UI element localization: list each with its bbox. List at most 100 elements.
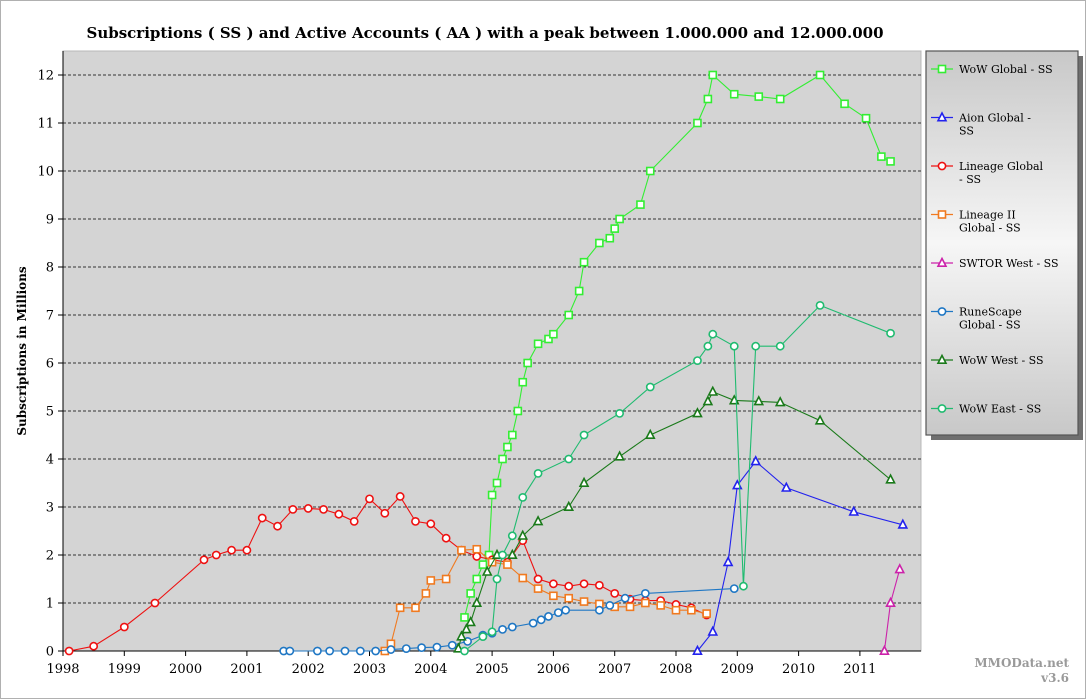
- data-point-wow-global-ss: [466, 589, 475, 598]
- legend-label: Lineage II Global - SS: [959, 209, 1021, 235]
- legend-label: Lineage Global - SS: [959, 160, 1044, 186]
- data-point-lineage-global-ss: [319, 504, 328, 514]
- legend-item-swtor-west-ss: SWTOR West - SS: [931, 256, 1059, 270]
- data-point-wow-west-ss: [614, 450, 625, 461]
- y-tick-label: 5: [46, 405, 54, 420]
- data-point-lineage-global-ss: [199, 555, 209, 565]
- data-point-wow-west-ss: [814, 414, 826, 425]
- data-point-wow-global-ss: [518, 377, 528, 387]
- data-point-wow-global-ss: [840, 99, 849, 109]
- data-point-wow-east-ss: [693, 356, 702, 365]
- data-point-runescape-global-ss: [553, 608, 563, 617]
- data-point-runescape-global-ss: [285, 646, 295, 656]
- legend-item-wow-west-ss: WoW West - SS: [931, 353, 1044, 367]
- data-point-wow-west-ss: [753, 395, 765, 406]
- series-lineage-ii-global-ss: [380, 544, 711, 656]
- data-point-wow-global-ss: [487, 490, 497, 500]
- data-point-wow-west-ss: [532, 515, 544, 526]
- series-wow-east-ss: [460, 300, 895, 656]
- data-point-aion-global-ss: [722, 555, 734, 567]
- series-swtor-west-ss: [879, 563, 906, 656]
- legend-item-lineage-global-ss: Lineage Global - SS: [931, 160, 1044, 186]
- series-wow-west-ss: [453, 385, 896, 653]
- data-point-lineage-ii-global-ss: [426, 576, 436, 585]
- grid-lines: [63, 74, 921, 604]
- x-tick-label: 2005: [476, 662, 509, 677]
- x-tick-label: 1998: [46, 662, 79, 677]
- data-point-lineage-ii-global-ss: [564, 593, 574, 603]
- x-tick-label: 2000: [169, 662, 202, 677]
- data-point-runescape-global-ss: [729, 584, 739, 593]
- data-point-swtor-west-ss: [894, 563, 906, 574]
- data-point-lineage-global-ss: [564, 581, 574, 591]
- data-point-wow-east-ss: [487, 627, 497, 637]
- y-tick-label: 12: [37, 69, 54, 84]
- data-point-wow-east-ss: [498, 550, 507, 560]
- data-point-lineage-ii-global-ss: [472, 544, 482, 554]
- data-point-runescape-global-ss: [498, 625, 507, 634]
- data-point-wow-west-ss: [578, 476, 590, 488]
- data-point-runescape-global-ss: [401, 644, 411, 653]
- data-point-wow-global-ss: [460, 613, 469, 622]
- y-tick-label: 6: [46, 357, 54, 372]
- x-tick-label: 2011: [843, 662, 876, 677]
- data-point-wow-global-ss: [703, 94, 713, 104]
- legend-marker: [937, 161, 947, 171]
- data-point-lineage-ii-global-ss: [671, 605, 681, 615]
- data-point-runescape-global-ss: [371, 646, 381, 656]
- data-point-wow-global-ss: [595, 238, 604, 248]
- data-point-lineage-ii-global-ss: [687, 605, 696, 615]
- data-point-wow-east-ss: [564, 454, 574, 464]
- x-axis: 1998 1999 2000 2001 2002 2003 2004 2005 2006 2007…: [46, 650, 921, 677]
- data-point-wow-global-ss: [472, 574, 482, 584]
- data-point-lineage-global-ss: [395, 492, 405, 501]
- series-runescape-global-ss: [279, 584, 739, 656]
- data-point-lineage-global-ss: [227, 545, 236, 555]
- data-point-lineage-ii-global-ss: [421, 589, 431, 598]
- data-point-lineage-global-ss: [549, 579, 558, 589]
- data-point-wow-global-ss: [729, 89, 739, 99]
- data-point-wow-global-ss: [775, 94, 785, 104]
- data-point-wow-global-ss: [754, 92, 764, 101]
- legend-marker: [937, 404, 947, 413]
- legend-item-aion-global-ss: Aion Global -SS: [931, 111, 1031, 138]
- x-tick-label: 2001: [230, 662, 263, 677]
- legend-item-lineage-ii-global-ss: Lineage II Global - SS: [931, 209, 1021, 235]
- data-point-lineage-ii-global-ss: [518, 573, 528, 583]
- data-point-wow-west-ss: [456, 630, 467, 641]
- legend-marker: [936, 111, 948, 122]
- legend: WoW Global - SS Aion Global -SS Lineage Gl…: [925, 50, 1083, 440]
- legend-label: SWTOR West - SS: [959, 257, 1059, 270]
- data-point-lineage-ii-global-ss: [549, 591, 558, 601]
- x-tick-label: 2007: [598, 662, 631, 677]
- y-tick-label: 9: [46, 213, 54, 228]
- data-point-runescape-global-ss: [620, 593, 630, 603]
- x-tick-label: 2008: [659, 662, 692, 677]
- data-point-wow-east-ss: [460, 646, 469, 656]
- data-point-wow-global-ss: [533, 339, 543, 349]
- x-tick-label: 2010: [782, 662, 815, 677]
- data-point-lineage-ii-global-ss: [641, 598, 650, 608]
- x-tick-label: 2009: [721, 662, 754, 677]
- data-point-lineage-global-ss: [594, 580, 604, 590]
- data-point-wow-global-ss: [605, 233, 615, 243]
- data-point-lineage-ii-global-ss: [503, 560, 512, 569]
- data-point-runescape-global-ss: [605, 601, 615, 610]
- data-point-wow-east-ss: [729, 341, 739, 351]
- data-point-lineage-global-ss: [533, 574, 543, 584]
- legend-marker: [937, 307, 947, 316]
- data-point-lineage-global-ss: [150, 598, 160, 608]
- data-point-lineage-ii-global-ss: [441, 574, 451, 584]
- data-point-lineage-ii-global-ss: [625, 602, 635, 612]
- data-point-wow-global-ss: [615, 214, 624, 224]
- legend-marker: [936, 256, 948, 268]
- data-point-swtor-west-ss: [885, 596, 896, 608]
- x-tick-label: 2002: [292, 662, 325, 677]
- y-tick-label: 1: [46, 597, 54, 612]
- data-point-wow-global-ss: [877, 152, 886, 161]
- legend-marker: [936, 353, 948, 365]
- data-point-aion-global-ss: [750, 455, 762, 466]
- data-point-lineage-global-ss: [242, 545, 252, 555]
